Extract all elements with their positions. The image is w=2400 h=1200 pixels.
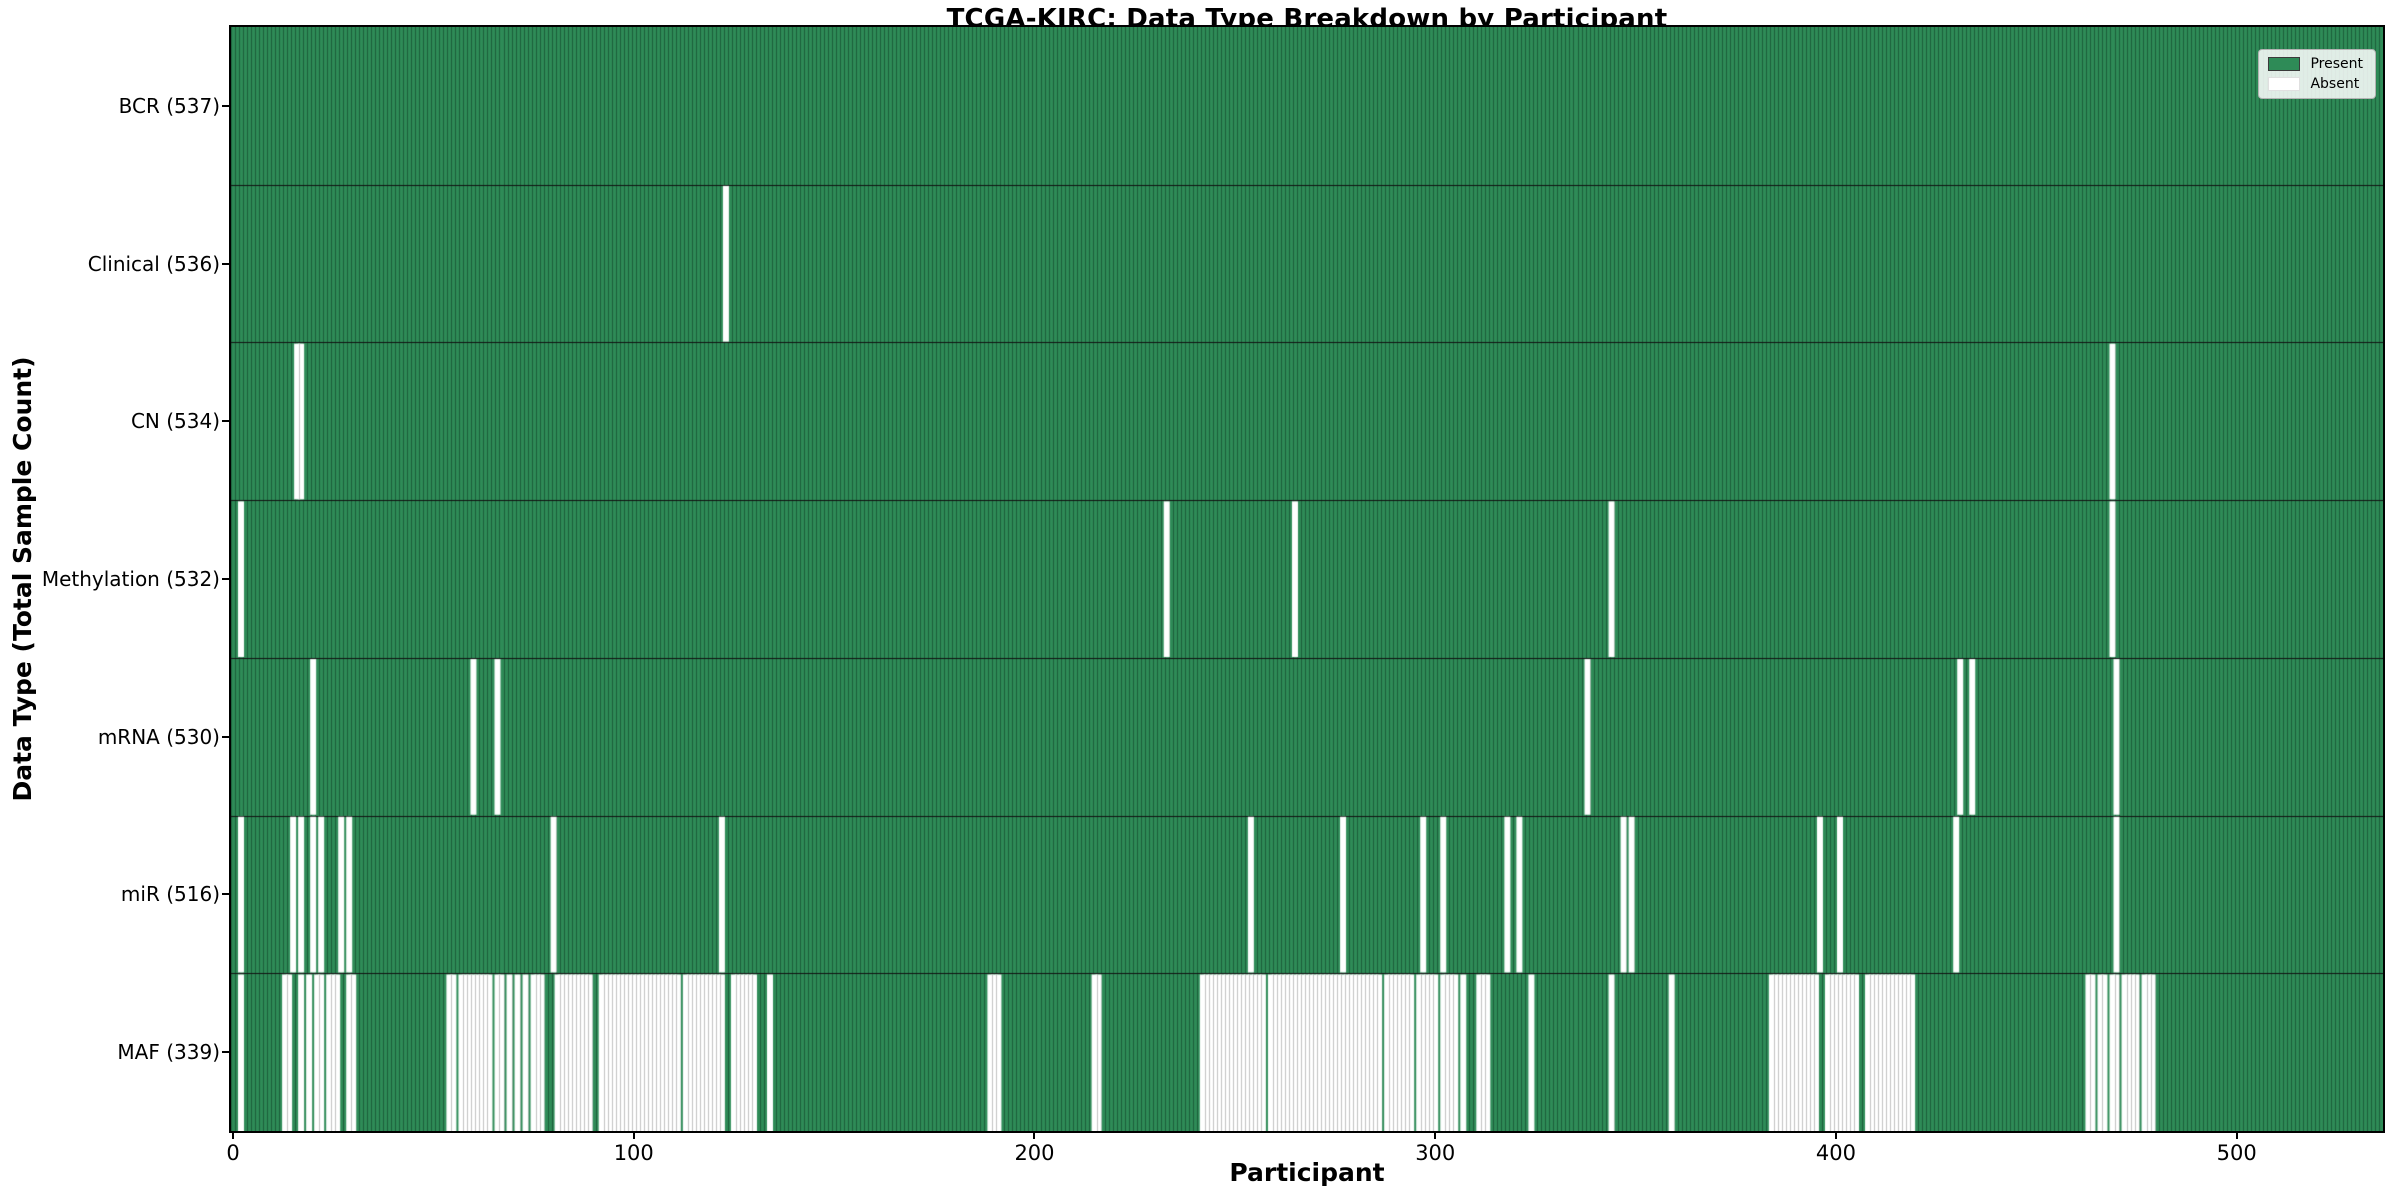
legend: Present Absent [2258, 49, 2376, 99]
y-tick-label-CN: CN (534) [130, 409, 220, 434]
y-tick-mark [222, 578, 229, 580]
y-tick-mark [222, 104, 229, 107]
x-tick-label: 200 [1014, 1141, 1055, 1165]
plot-area [229, 25, 2385, 1133]
y-tick-mark [222, 735, 229, 738]
x-tick-label: 500 [2216, 1141, 2257, 1165]
x-tick-mark [232, 1131, 234, 1139]
x-tick-mark [2235, 1131, 2238, 1139]
legend-label-present: Present [2310, 56, 2363, 72]
x-axis-label: Participant [1229, 1158, 1385, 1187]
y-tick-mark [222, 420, 229, 423]
x-tick-label: 0 [226, 1141, 240, 1165]
x-tick-label: 100 [613, 1141, 654, 1165]
legend-swatch-present [2268, 57, 2301, 71]
y-axis-label: Data Type (Total Sample Count) [8, 134, 37, 801]
legend-label-absent: Absent [2310, 76, 2360, 92]
y-tick-label-Clinical: Clinical (536) [87, 251, 220, 276]
y-tick-mark [222, 893, 229, 896]
legend-item-absent: Absent [2268, 77, 2363, 91]
y-tick-mark [222, 1051, 229, 1054]
x-tick-label: 300 [1415, 1141, 1456, 1165]
x-tick-label: 400 [1815, 1141, 1857, 1165]
y-tick-label-BCR: BCR (537) [118, 93, 220, 118]
y-tick-label-miR: miR (516) [120, 882, 220, 907]
bars-canvas [231, 27, 2383, 1131]
legend-swatch-absent [2268, 77, 2301, 91]
x-tick-mark [1033, 1131, 1036, 1139]
y-tick-mark [222, 262, 229, 265]
y-tick-label-MAF: MAF (339) [117, 1040, 220, 1065]
x-tick-mark [1434, 1131, 1437, 1139]
x-tick-mark [632, 1131, 635, 1139]
x-tick-mark [1834, 1131, 1837, 1139]
y-tick-label-Methylation: Methylation (532) [41, 567, 220, 591]
legend-item-present: Present [2268, 57, 2363, 71]
y-tick-label-mRNA: mRNA (530) [97, 724, 220, 749]
